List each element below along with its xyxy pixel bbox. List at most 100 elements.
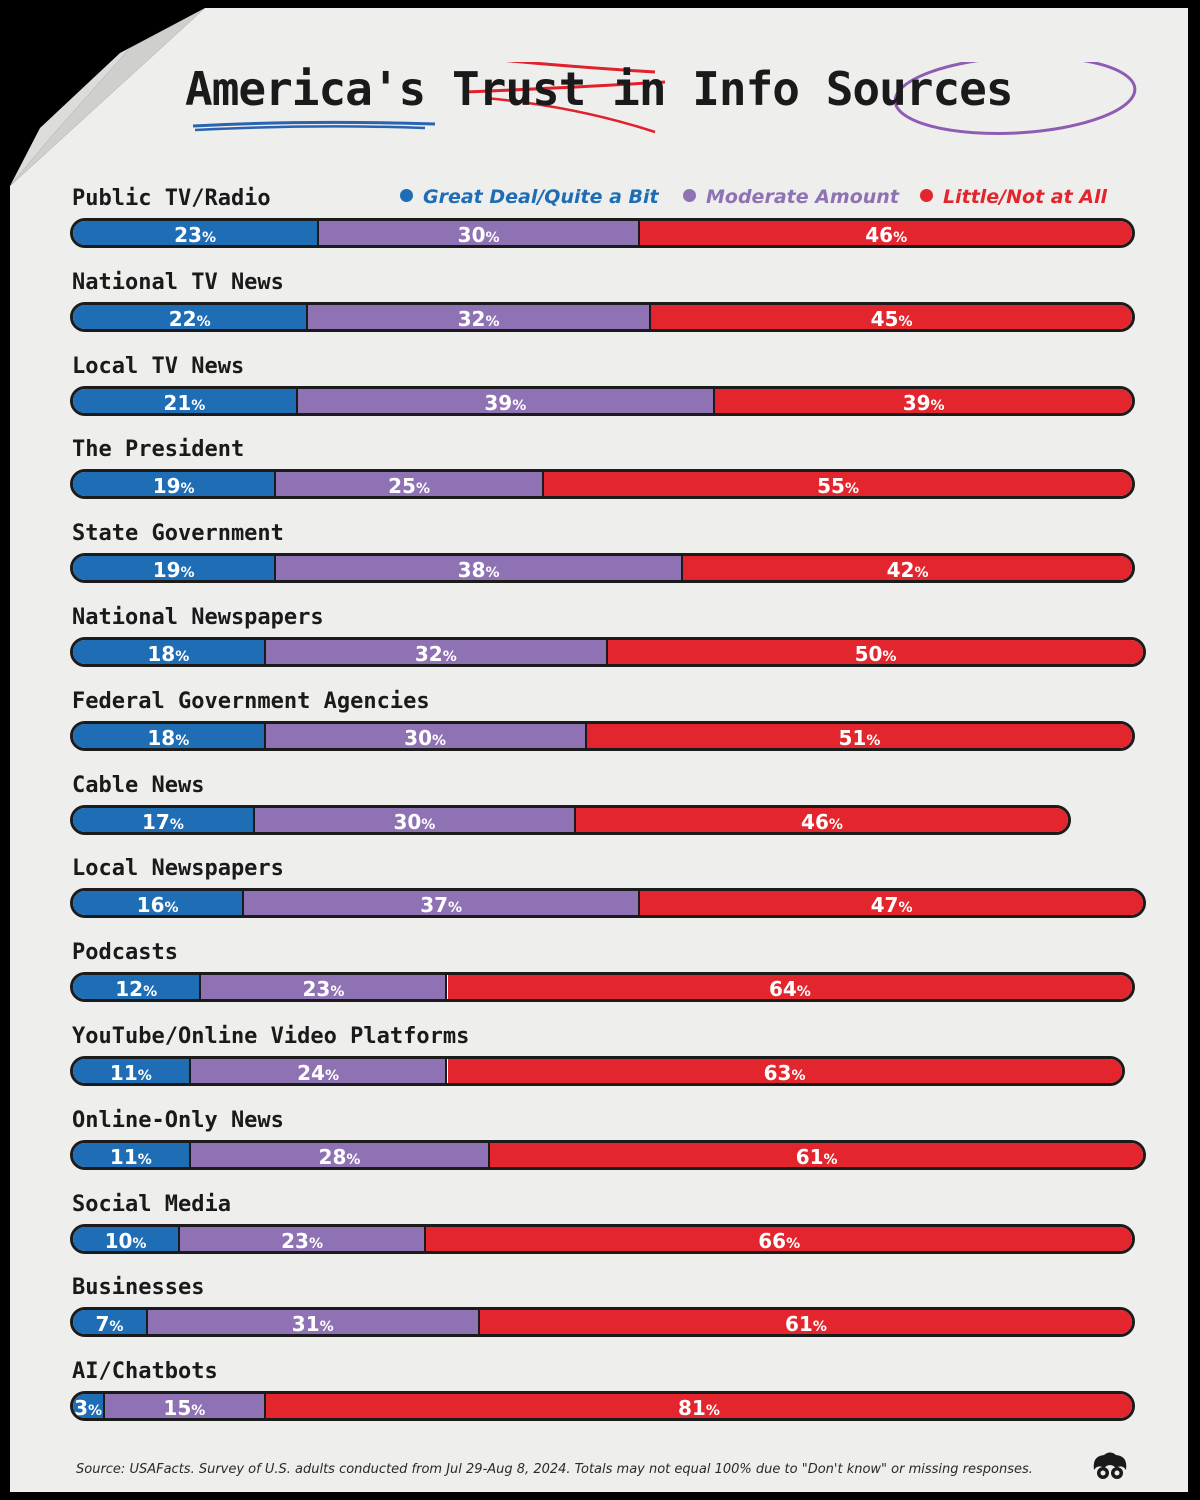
bar-segment-moderate-local-newspapers: 37% <box>244 891 641 916</box>
bar-local-tv-news: 21% 39% 39% <box>70 385 1135 416</box>
data-label-little-federal-government-agencies: 51% <box>838 725 881 750</box>
bar-segment-moderate-youtube-online-video-platforms: 24% <box>190 1059 448 1083</box>
category-label-national-tv-news: National TV News <box>72 269 284 295</box>
bar-segment-great-youtube-online-video-platforms: 11% <box>73 1059 191 1083</box>
legend-label-great: Great Deal/Quite a Bit <box>423 186 659 208</box>
data-label-little-social-media: 66% <box>758 1228 801 1253</box>
category-label-social-media: Social Media <box>72 1191 231 1217</box>
data-label-moderate-national-newspapers: 32% <box>414 642 457 666</box>
data-label-great-businesses: 7% <box>95 1312 124 1337</box>
bar-youtube-online-video-platforms: 11% 24% 63% <box>70 1056 1125 1086</box>
bar-national-tv-news: 22% 32% 45% <box>70 301 1135 332</box>
bar-segment-moderate-the-president: 25% <box>276 472 544 499</box>
data-label-great-cable-news: 17% <box>142 809 184 834</box>
category-label-national-newspapers: National Newspapers <box>72 605 324 630</box>
bar-businesses: 7% 31% 61% <box>70 1307 1135 1338</box>
legend-item-great: Great Deal/Quite a Bit <box>400 186 659 208</box>
bar-segment-little-businesses: 61% <box>479 1310 1132 1337</box>
bar-segment-little-youtube-online-video-platforms: 63% <box>447 1059 1122 1085</box>
bar-federal-government-agencies: 18% 30% 51% <box>70 720 1135 751</box>
legend-dot-great <box>400 189 413 202</box>
title-part-1: America's <box>185 62 452 116</box>
data-label-little-public-tv-radio: 46% <box>865 223 908 247</box>
bar-segment-moderate-federal-government-agencies: 30% <box>265 723 587 750</box>
data-label-moderate-state-government: 38% <box>457 558 500 583</box>
title-decorations <box>192 62 1137 135</box>
legend-item-moderate: Moderate Amount <box>683 186 899 208</box>
bar-segment-great-local-newspapers: 16% <box>73 891 245 916</box>
data-label-little-ai-chatbots: 81% <box>678 1396 720 1421</box>
category-label-the-president: The President <box>72 437 245 463</box>
category-label-federal-government-agencies: Federal Government Agencies <box>72 688 430 714</box>
bar-segment-little-social-media: 66% <box>426 1226 1132 1253</box>
category-label-youtube-online-video-platforms: YouTube/Online Video Platforms <box>72 1024 470 1049</box>
bar-segment-little-the-president: 55% <box>543 472 1132 497</box>
bar-segment-moderate-social-media: 23% <box>180 1226 427 1253</box>
data-label-great-the-president: 19% <box>152 474 195 499</box>
data-label-great-ai-chatbots: 3% <box>74 1396 103 1421</box>
data-label-great-national-tv-news: 22% <box>168 306 211 331</box>
bar-segment-great-local-tv-news: 21% <box>73 388 298 415</box>
legend-dot-little <box>920 189 933 202</box>
bar-segment-great-social-media: 10% <box>73 1226 180 1253</box>
title-block: America's Trust in Info Sources <box>185 62 1165 142</box>
bar-segment-moderate-businesses: 31% <box>147 1310 480 1337</box>
data-label-moderate-the-president: 25% <box>388 474 430 499</box>
bar-segment-moderate-online-only-news: 28% <box>190 1142 491 1169</box>
data-label-great-local-tv-news: 21% <box>163 390 206 415</box>
data-label-great-federal-government-agencies: 18% <box>147 725 190 750</box>
legend-dot-moderate <box>683 189 696 202</box>
data-label-moderate-national-tv-news: 32% <box>457 306 500 331</box>
bar-segment-moderate-podcasts: 23% <box>201 975 448 1000</box>
data-label-moderate-online-only-news: 28% <box>318 1144 361 1169</box>
bar-public-tv-radio: 23% 30% 46% <box>70 218 1135 248</box>
bar-segment-moderate-state-government: 38% <box>276 556 683 583</box>
data-label-moderate-local-tv-news: 39% <box>484 390 527 415</box>
data-label-great-state-government: 19% <box>152 558 195 583</box>
bar-segment-little-cable-news: 46% <box>575 807 1068 834</box>
data-label-little-state-government: 42% <box>886 558 929 583</box>
category-label-ai-chatbots: AI/Chatbots <box>72 1359 218 1385</box>
bar-segment-great-podcasts: 12% <box>73 975 202 1002</box>
data-label-little-businesses: 61% <box>785 1312 827 1337</box>
title-part-4: Sources <box>825 62 1014 116</box>
data-label-great-podcasts: 12% <box>115 977 158 1002</box>
category-label-public-tv-radio: Public TV/Radio <box>72 186 271 211</box>
bar-segment-moderate-national-tv-news: 32% <box>308 304 651 331</box>
bar-segment-great-national-newspapers: 18% <box>73 640 266 664</box>
bar-segment-little-state-government: 42% <box>682 556 1132 583</box>
data-label-little-local-tv-news: 39% <box>902 390 945 415</box>
data-label-great-online-only-news: 11% <box>109 1144 152 1169</box>
bar-cable-news: 17% 30% 46% <box>70 804 1071 835</box>
data-label-little-youtube-online-video-platforms: 63% <box>763 1061 806 1085</box>
bar-segment-little-online-only-news: 61% <box>490 1142 1143 1167</box>
page-title: America's Trust in Info Sources <box>185 62 1014 116</box>
source-note: Source: USAFacts. Survey of U.S. adults … <box>76 1462 1033 1477</box>
bar-segment-little-national-tv-news: 45% <box>650 304 1132 329</box>
data-label-moderate-social-media: 23% <box>281 1228 323 1253</box>
data-label-little-cable-news: 46% <box>801 809 843 834</box>
title-part-3: in Info <box>585 62 826 116</box>
brand-logo-icon <box>1093 1452 1127 1479</box>
data-label-moderate-ai-chatbots: 15% <box>163 1396 206 1421</box>
category-label-podcasts: Podcasts <box>72 940 178 966</box>
bar-segment-great-public-tv-radio: 23% <box>73 221 320 245</box>
data-label-great-social-media: 10% <box>104 1228 147 1253</box>
title-part-2: Trust <box>451 62 586 116</box>
data-label-moderate-cable-news: 30% <box>393 809 436 834</box>
legend-label-moderate: Moderate Amount <box>706 186 899 208</box>
bar-online-only-news: 11% 28% 61% <box>70 1139 1146 1170</box>
bar-segment-great-national-tv-news: 22% <box>73 304 309 331</box>
bar-segment-little-national-newspapers: 50% <box>608 640 1143 664</box>
bar-segment-great-businesses: 7% <box>73 1310 148 1337</box>
bar-segment-great-online-only-news: 11% <box>73 1142 191 1169</box>
folded-corner <box>10 8 205 186</box>
data-label-moderate-businesses: 31% <box>291 1312 334 1337</box>
bar-segment-little-federal-government-agencies: 51% <box>586 723 1132 750</box>
bar-local-newspapers: 16% 37% 47% <box>70 888 1146 919</box>
bar-segment-great-federal-government-agencies: 18% <box>73 723 266 750</box>
data-label-moderate-federal-government-agencies: 30% <box>404 725 447 750</box>
bar-podcasts: 12% 23% 64% <box>70 972 1135 1003</box>
bar-ai-chatbots: 3% 15% 81% <box>70 1391 1135 1422</box>
bar-segment-little-local-newspapers: 47% <box>640 891 1143 916</box>
